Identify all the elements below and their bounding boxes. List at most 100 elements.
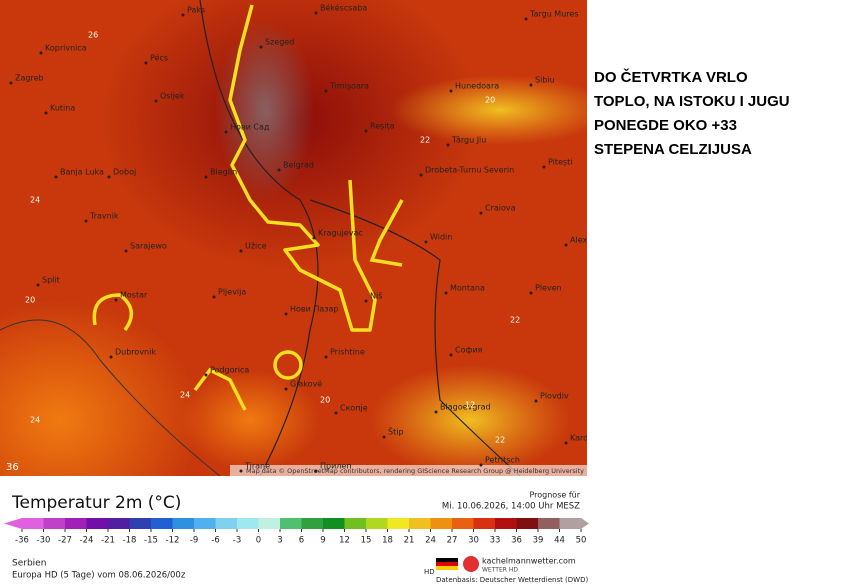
- cool-area: [390, 75, 587, 145]
- city-dot: [524, 17, 528, 21]
- colorbar-tick-label: -21: [101, 536, 115, 546]
- city-dot: [84, 219, 88, 223]
- city-dot: [449, 89, 453, 93]
- colorbar-segment: [194, 518, 216, 529]
- city-dot: [312, 236, 316, 240]
- forecast-label: Prognose für: [529, 491, 580, 500]
- city-dot: [324, 355, 328, 359]
- legend: Temperatur 2m (°C) Prognose für Mi. 10.0…: [4, 491, 589, 584]
- city-label: Widin: [430, 233, 452, 242]
- city-dot: [424, 240, 428, 244]
- colorbar-tick-label: -27: [58, 536, 72, 546]
- colorbar-tick-label: -3: [233, 536, 241, 546]
- city-dot: [239, 469, 243, 473]
- city-dot: [529, 83, 533, 87]
- city-label: Alexand: [570, 236, 587, 245]
- sea: [0, 300, 200, 476]
- map: 36 Map data © OpenStreetMap contributors…: [0, 0, 587, 476]
- isotherm-marker: [92, 293, 134, 332]
- city-label: Niš: [370, 291, 382, 301]
- city-label: Tirane: [244, 462, 270, 471]
- colorbar-segment: [65, 518, 87, 529]
- city-label: Dubrovnik: [115, 348, 156, 357]
- city-label: Osijek: [160, 92, 185, 101]
- city-dot: [181, 13, 185, 17]
- contour-label: 22: [510, 316, 520, 325]
- isotherm-marker: [193, 367, 247, 411]
- city-dot: [39, 51, 43, 55]
- colorbar-segment: [280, 518, 302, 529]
- colorbar-tick-label: 6: [299, 536, 304, 546]
- colorbar-tick-label: 39: [533, 536, 544, 546]
- city-dot: [114, 298, 118, 302]
- city-dot: [419, 173, 423, 177]
- colorbar-segment: [301, 518, 324, 529]
- city-dot: [107, 175, 111, 179]
- attribution: Map data © OpenStreetMap contributors, r…: [246, 467, 584, 475]
- city-dot: [239, 249, 243, 253]
- flag: [436, 562, 458, 566]
- city-label: Sarajewo: [130, 242, 167, 251]
- colorbar-segment: [495, 518, 517, 529]
- city-dot: [564, 441, 568, 445]
- city-dot: [364, 299, 368, 303]
- city-label: Banja Luka: [60, 168, 104, 177]
- city-dot: [334, 411, 338, 415]
- city-dot: [124, 249, 128, 253]
- colorbar-tick-label: 3: [277, 536, 282, 546]
- city-dot: [314, 11, 318, 15]
- colorbar-segment: [215, 518, 238, 529]
- contour-label: 24: [30, 416, 40, 425]
- colorbar-tick-label: -18: [123, 536, 137, 546]
- cool-area: [370, 365, 570, 475]
- city-label: Pleven: [535, 284, 562, 293]
- city-label: Prishtine: [330, 348, 365, 357]
- annotation-line: PONEGDE OKO +33: [594, 117, 737, 134]
- city-dot: [314, 469, 318, 473]
- city-label: Pitești: [548, 158, 572, 168]
- colorbar-tick-label: 44: [554, 536, 565, 546]
- city-dot: [44, 111, 48, 115]
- city-dot: [154, 99, 158, 103]
- hd-label: HD: [424, 568, 435, 576]
- city-dot: [564, 243, 568, 247]
- corner-label: 36: [6, 462, 19, 473]
- colorbar-tick-label: -30: [37, 536, 51, 546]
- colorbar-segment: [172, 518, 195, 529]
- site-sub: WETTER HD: [482, 567, 518, 574]
- contour-label: 20: [320, 396, 330, 405]
- colorbar-segment: [22, 518, 44, 529]
- city-dot: [444, 291, 448, 295]
- border: [309, 199, 521, 476]
- city-dot: [534, 399, 538, 403]
- flag: [436, 566, 458, 570]
- city-dot: [434, 410, 438, 414]
- city-dot: [204, 373, 208, 377]
- city-dot: [277, 168, 281, 172]
- city-label: Drobeta-Turnu Severin: [425, 166, 514, 175]
- colorbar-tick-label: 30: [468, 536, 479, 546]
- city-dot: [109, 355, 113, 359]
- colorbar-tick-label: 36: [511, 536, 522, 546]
- colorbar-segment: [430, 518, 453, 529]
- city-dot: [204, 175, 208, 179]
- model: Europa HD (5 Tage) vom 08.06.2026/00z: [12, 571, 186, 581]
- isotherm-marker: [273, 350, 303, 380]
- contour-label: 24: [180, 391, 190, 400]
- city-dot: [224, 130, 228, 134]
- city-label: Craiova: [485, 204, 516, 213]
- colorbar-tick-label: 21: [404, 536, 415, 546]
- city-dot: [479, 463, 483, 467]
- city-label: Split: [42, 276, 60, 285]
- colorbar-segment: [151, 518, 173, 529]
- city-dot: [446, 143, 450, 147]
- colorbar-segment: [258, 518, 281, 529]
- hot-core: [215, 20, 315, 200]
- colorbar-segment: [43, 518, 66, 529]
- city-dot: [284, 387, 288, 391]
- city-label: Timișoara: [329, 82, 369, 92]
- colorbar-segment: [108, 518, 130, 529]
- city-dot: [324, 89, 328, 93]
- colorbar-segment: [86, 518, 109, 529]
- colorbar-tick-label: 27: [447, 536, 458, 546]
